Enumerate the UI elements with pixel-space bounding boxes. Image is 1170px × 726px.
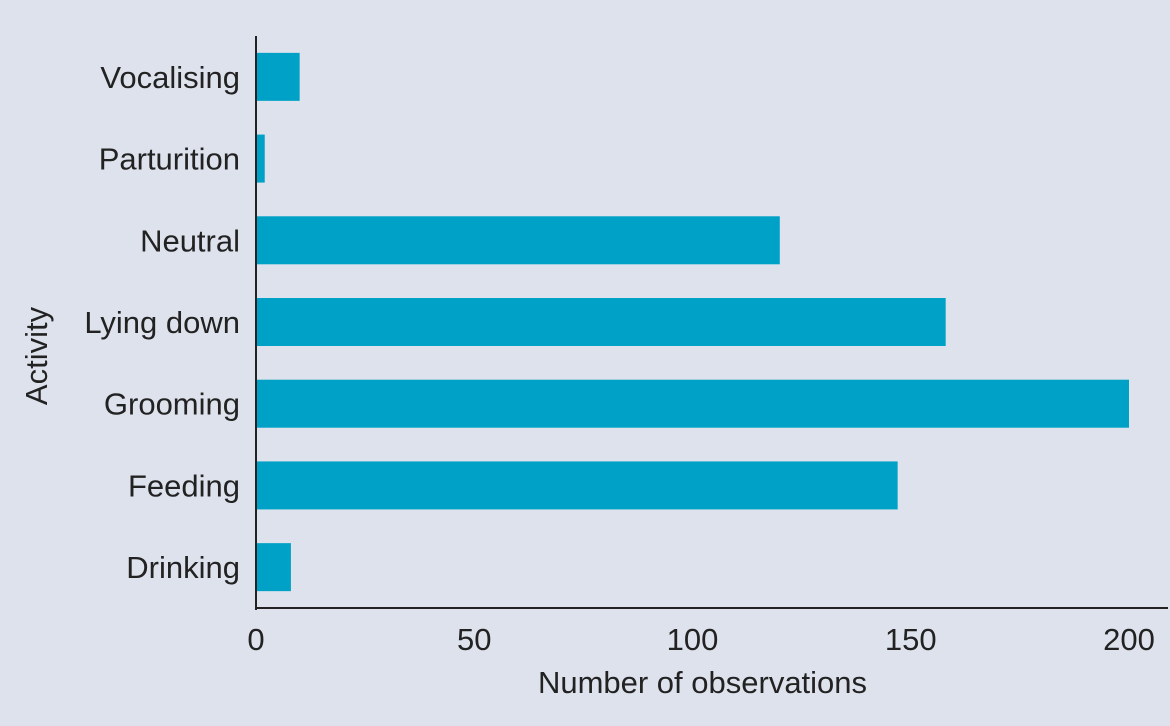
- y-tick-label-parturition: Parturition: [99, 142, 240, 177]
- bar-drinking: [256, 543, 291, 592]
- y-axis-title: Activity: [19, 306, 54, 405]
- y-tick-label-grooming: Grooming: [104, 387, 240, 422]
- bar-parturition: [256, 134, 265, 183]
- x-tick-labels: 0 50 100 150 200: [247, 622, 1154, 657]
- x-tick-label-200: 200: [1103, 622, 1155, 657]
- y-tick-label-vocalising: Vocalising: [100, 60, 240, 95]
- y-tick-label-lying-down: Lying down: [84, 305, 240, 340]
- y-tick-label-neutral: Neutral: [140, 223, 240, 258]
- y-tick-label-drinking: Drinking: [126, 550, 240, 585]
- x-tick-label-50: 50: [457, 622, 491, 657]
- axes-layer: [255, 36, 1168, 610]
- y-tick-label-feeding: Feeding: [128, 468, 240, 503]
- bar-lying-down: [256, 298, 946, 346]
- bar-vocalising: [256, 52, 300, 101]
- x-tick-label-100: 100: [667, 622, 719, 657]
- bar-neutral: [256, 216, 780, 265]
- bars-layer: [256, 52, 1129, 592]
- bar-feeding: [256, 461, 898, 510]
- x-axis-title: Number of observations: [538, 665, 867, 700]
- bar-grooming: [256, 379, 1129, 428]
- x-tick-label-150: 150: [885, 622, 937, 657]
- x-tick-label-0: 0: [247, 622, 264, 657]
- y-tick-labels: Drinking Feeding Grooming Lying down Neutral…: [84, 60, 240, 585]
